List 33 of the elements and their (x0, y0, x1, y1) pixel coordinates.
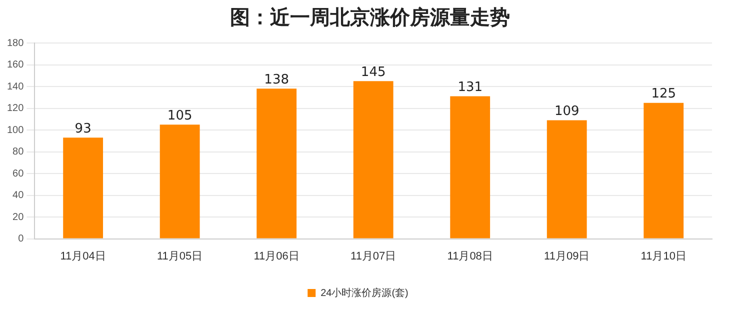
data-label: 109 (554, 104, 580, 120)
bar (63, 138, 104, 238)
y-tick-label: 60 (12, 168, 24, 180)
y-tick-label: 180 (6, 38, 24, 49)
data-label: 145 (360, 64, 386, 80)
bar (546, 120, 587, 238)
y-tick-label: 40 (12, 190, 24, 202)
bar (644, 102, 684, 238)
data-label: 138 (264, 72, 289, 88)
x-tick-label: 11月06日 (254, 250, 300, 262)
bar (256, 88, 297, 238)
x-tick-label: 11月08日 (447, 250, 493, 262)
y-tick-label: 80 (12, 146, 24, 158)
y-tick-label: 20 (12, 212, 24, 223)
data-label: 125 (651, 86, 676, 102)
legend-label: 24小时涨价房源(套) (320, 286, 408, 299)
y-tick-label: 160 (6, 60, 24, 71)
x-tick-label: 11月05日 (156, 250, 203, 262)
y-tick-label: 120 (6, 103, 24, 114)
y-tick-label: 100 (6, 124, 24, 136)
y-tick-label: 140 (6, 81, 24, 92)
x-tick-label: 11月09日 (544, 250, 590, 262)
x-tick-label: 11月04日 (60, 250, 106, 262)
bar (450, 96, 490, 238)
bar (160, 124, 200, 238)
x-tick-label: 11月07日 (350, 250, 396, 262)
y-tick-label: 0 (18, 234, 24, 245)
data-label: 93 (74, 122, 92, 137)
bar (353, 81, 394, 238)
chart-title: 图：近一周北京涨价房源量走势 (229, 4, 511, 31)
x-tick-label: 11月10日 (640, 250, 686, 262)
data-label: 105 (167, 108, 192, 124)
data-label: 131 (458, 80, 483, 96)
